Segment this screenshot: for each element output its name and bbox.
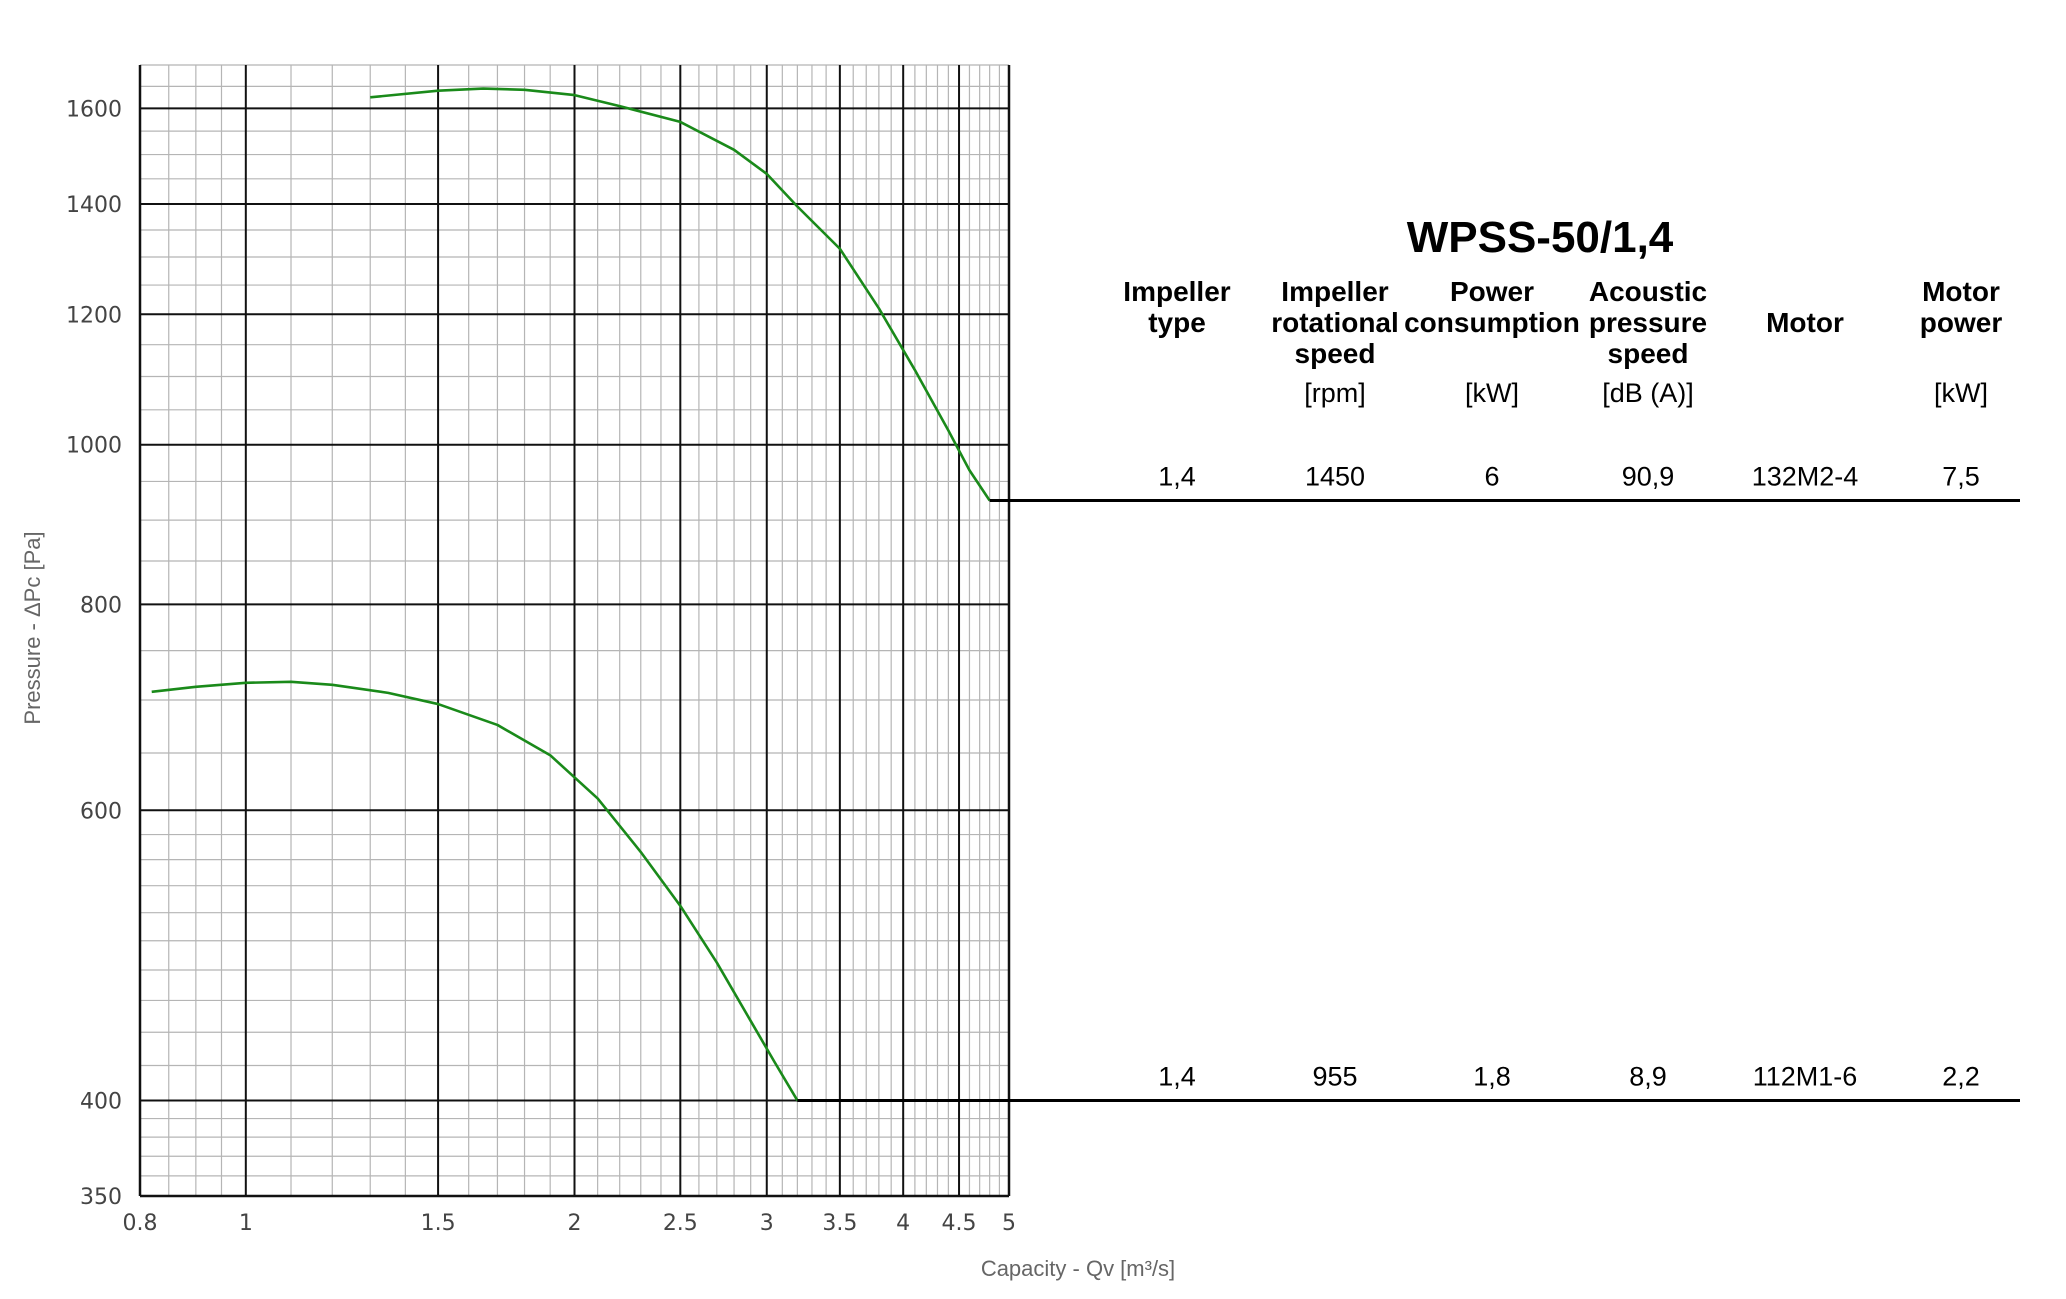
x-tick-label: 3	[760, 1211, 774, 1236]
x-axis-title: Capacity - Qv [m³/s]	[981, 1256, 1175, 1281]
y-tick-label: 600	[80, 799, 122, 824]
y-tick-label: 1000	[66, 434, 122, 459]
table-header-5: Motor	[1766, 307, 1844, 338]
table-cell: 955	[1312, 1061, 1357, 1091]
y-tick-label: 1200	[66, 303, 122, 328]
table-header-1: type	[1148, 307, 1206, 338]
x-tick-label: 5	[1002, 1211, 1016, 1236]
table-cell: 6	[1484, 462, 1499, 492]
table-header-3: Power	[1450, 276, 1534, 307]
table-cell: 1,4	[1158, 462, 1196, 492]
table-header-6: power	[1920, 307, 2003, 338]
y-tick-label: 1400	[66, 193, 122, 218]
table-unit-3: [kW]	[1465, 378, 1519, 408]
table-header-2: rotational	[1271, 307, 1399, 338]
table-cell: 1,4	[1158, 1061, 1196, 1091]
y-tick-label: 800	[80, 593, 122, 618]
table-cell: 2,2	[1942, 1061, 1980, 1091]
table-cell: 1450	[1305, 462, 1365, 492]
x-tick-label: 2	[568, 1211, 582, 1236]
table-header-6: Motor	[1922, 276, 2000, 307]
table-header-4: speed	[1608, 338, 1689, 369]
table-header-2: speed	[1295, 338, 1376, 369]
table-header-3: consumption	[1404, 307, 1580, 338]
y-axis-title: Pressure - ΔPc [Pa]	[20, 531, 45, 724]
x-tick-label: 4	[896, 1211, 910, 1236]
x-tick-label: 1	[239, 1211, 253, 1236]
conditions-table: ImpellertypeImpellerrotationalspeed[rpm]…	[797, 276, 2020, 1102]
x-tick-label: 4.5	[942, 1211, 977, 1236]
performance-curve-1	[370, 87, 991, 502]
y-tick-labels: 350 400 600 800 1000 1200 1400 1600	[66, 97, 122, 1210]
table-header-1: Impeller	[1123, 276, 1230, 307]
table-unit-2: [rpm]	[1304, 378, 1366, 408]
x-tick-labels: 0.8 1 1.5 2 2.5 3 3.5 4 4.5 5	[123, 1211, 1017, 1236]
minor-grid	[140, 64, 1010, 1196]
table-cell: 132M2-4	[1752, 462, 1859, 492]
y-tick-label: 1600	[66, 97, 122, 122]
table-header-4: Acoustic	[1589, 276, 1707, 307]
model-title: WPSS-50/1,4	[1407, 213, 1674, 262]
table-cell: 7,5	[1942, 462, 1980, 492]
table-cell: 8,9	[1629, 1061, 1667, 1091]
table-header-4: pressure	[1589, 307, 1707, 338]
table-cell: 90,9	[1622, 462, 1675, 492]
performance-curves	[151, 87, 991, 1102]
y-tick-label: 350	[80, 1185, 122, 1210]
y-tick-label: 400	[80, 1089, 122, 1114]
x-tick-label: 1.5	[421, 1211, 456, 1236]
table-cell: 1,8	[1473, 1061, 1511, 1091]
x-tick-label: 2.5	[663, 1211, 698, 1236]
table-cell: 112M1-6	[1753, 1061, 1858, 1091]
performance-curve-2	[151, 680, 799, 1102]
table-unit-4: [dB (A)]	[1602, 378, 1694, 408]
table-unit-6: [kW]	[1934, 378, 1988, 408]
axes	[138, 65, 1011, 1198]
x-tick-label: 0.8	[123, 1211, 158, 1236]
x-tick-label: 3.5	[822, 1211, 857, 1236]
table-header-2: Impeller	[1281, 276, 1388, 307]
